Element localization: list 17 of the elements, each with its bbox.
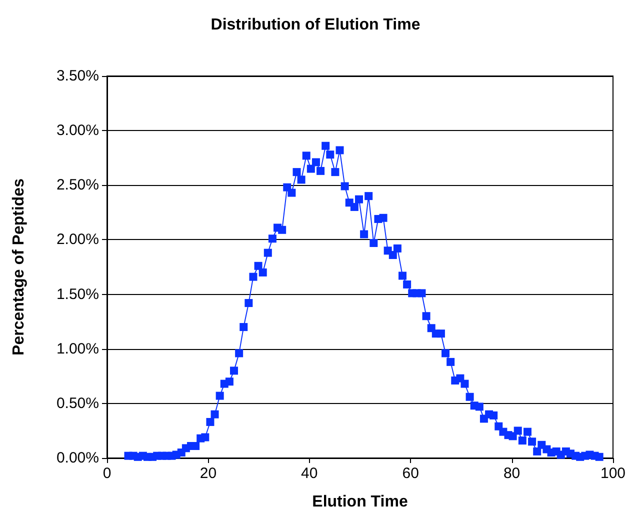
y-tick-label: 3.50% bbox=[56, 68, 99, 84]
chart-title: Distribution of Elution Time bbox=[210, 16, 420, 34]
y-tick-label: 3.00% bbox=[56, 122, 99, 140]
x-tick-label: 0 bbox=[102, 465, 112, 482]
y-tick-label: 2.50% bbox=[56, 176, 99, 194]
y-axis-title: Percentage of Peptides bbox=[10, 178, 28, 356]
x-axis-title: Elution Time bbox=[312, 494, 408, 510]
x-tick-label: 60 bbox=[402, 465, 419, 482]
y-tick-label: 1.50% bbox=[56, 286, 99, 303]
y-tick-label: 0.00% bbox=[56, 450, 99, 466]
x-tick-label: 100 bbox=[600, 465, 626, 482]
y-tick-label: 0.50% bbox=[56, 394, 99, 412]
y-tick-label: 2.00% bbox=[56, 231, 99, 248]
x-tick-label: 20 bbox=[200, 465, 217, 482]
x-tick-label: 80 bbox=[503, 465, 520, 482]
x-tick-label: 40 bbox=[301, 465, 318, 482]
y-tick-label: 1.00% bbox=[56, 340, 99, 358]
